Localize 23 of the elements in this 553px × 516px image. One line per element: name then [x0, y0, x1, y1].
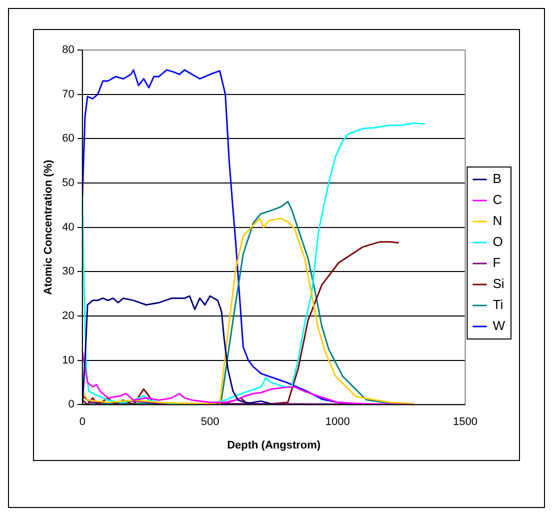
y-tick-label: 30 [62, 266, 74, 278]
y-tick-label: 20 [62, 310, 74, 322]
legend-label: O [492, 234, 503, 250]
legend-label: W [492, 318, 506, 334]
y-axis-title: Atomic Concentration (%) [42, 159, 55, 295]
x-tick-label: 500 [200, 416, 220, 428]
y-tick-label: 60 [62, 132, 74, 145]
y-tick-label: 40 [62, 221, 74, 234]
x-tick-label: 1000 [325, 416, 350, 428]
y-tick-label: 10 [62, 354, 74, 366]
x-axis-title: Depth (Angstrom) [227, 439, 321, 452]
legend-label: Si [492, 276, 504, 292]
legend-label: F [492, 255, 501, 270]
y-tick-label: 80 [62, 44, 74, 56]
legend-label: C [492, 192, 502, 208]
y-tick-label: 50 [62, 177, 74, 190]
x-tick-label: 1500 [452, 416, 478, 428]
legend-label: Ti [492, 297, 504, 312]
y-tick-label: 70 [62, 88, 74, 100]
legend-label: B [492, 171, 502, 186]
x-tick-label: 0 [79, 416, 86, 428]
y-tick-label: 0 [68, 398, 74, 411]
legend-label: N [492, 213, 502, 228]
